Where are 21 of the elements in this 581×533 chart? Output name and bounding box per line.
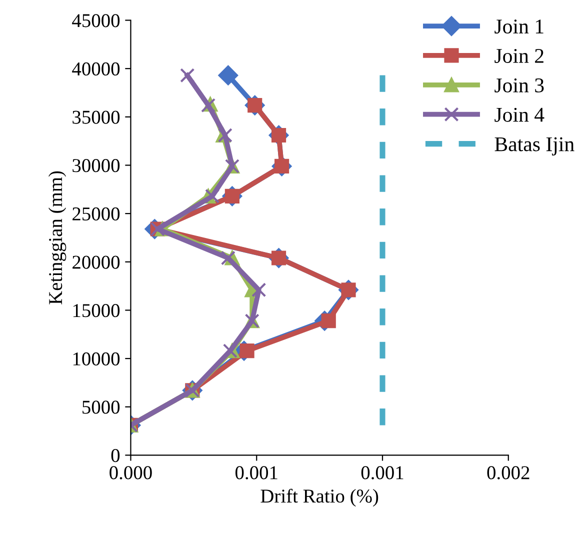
y-tick-label: 45000 (72, 14, 120, 28)
legend-label: Join 1 (494, 20, 544, 34)
x-tick-label: 0.000 (110, 466, 152, 480)
y-axis-title: Ketinggian (mm) (48, 171, 66, 304)
y-tick-label: 30000 (72, 159, 120, 172)
y-tick-label: 40000 (72, 62, 120, 76)
legend-label: Join 4 (494, 108, 544, 122)
y-tick-label: 5000 (82, 400, 120, 414)
y-tick-label: 20000 (72, 256, 120, 269)
y-tick-label: 35000 (72, 110, 120, 124)
y-tick-label: 10000 (73, 352, 120, 366)
y-tick-label: 25000 (72, 207, 120, 220)
legend-label: Join 3 (494, 78, 544, 92)
y-tick-label: 0 (111, 449, 120, 462)
x-tick-label: 0.002 (487, 466, 530, 480)
legend-label: Join 2 (494, 48, 544, 63)
y-tick-label: 15000 (73, 304, 120, 318)
x-axis-title: Drift Ratio (%) (260, 488, 378, 507)
x-tick-label: 0.001 (235, 466, 278, 480)
legend-label: Batas Ijin (494, 137, 574, 156)
x-tick-label: 0.001 (361, 466, 404, 480)
